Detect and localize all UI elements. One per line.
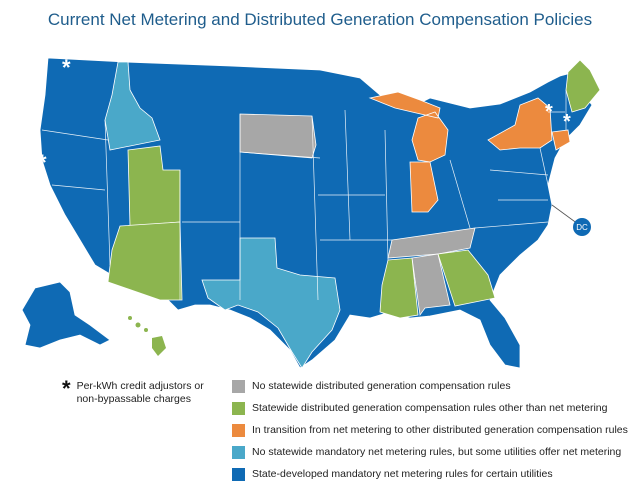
legend-label: No statewide distributed generation comp… <box>252 380 511 392</box>
legend-label: No statewide mandatory net metering rule… <box>252 446 622 458</box>
legend-label: State-developed mandatory net metering r… <box>252 468 553 480</box>
legend-swatch-gray <box>232 379 245 393</box>
legend-swatch-green <box>232 401 245 415</box>
hawaii <box>128 316 166 356</box>
massachusetts-asterisk: * <box>563 111 571 133</box>
vermont-asterisk: * <box>545 101 553 123</box>
legend: No statewide distributed generation comp… <box>232 375 637 485</box>
legend-item: Statewide distributed generation compens… <box>232 397 637 419</box>
connecticut <box>551 129 571 151</box>
tennessee <box>387 227 476 259</box>
dc-label: DC <box>576 223 588 232</box>
indiana <box>409 161 439 213</box>
dc-leader-line <box>551 204 579 225</box>
michigan <box>368 91 449 163</box>
south-dakota <box>239 113 317 159</box>
new-york <box>487 97 553 151</box>
legend-label: Statewide distributed generation compens… <box>252 402 608 414</box>
legend-swatch-blue <box>232 467 245 481</box>
washington-asterisk: * <box>62 55 71 80</box>
legend-item: No statewide distributed generation comp… <box>232 375 637 397</box>
texas <box>201 237 341 369</box>
legend-swatch-teal <box>232 445 245 459</box>
dc-marker <box>573 218 591 236</box>
alabama <box>411 253 451 317</box>
california-asterisk: * <box>38 150 47 175</box>
legend-label: In transition from net metering to other… <box>252 424 628 436</box>
state-borders <box>41 90 567 301</box>
asterisk-symbol: * <box>62 376 71 401</box>
legend-item: No statewide mandatory net metering rule… <box>232 441 637 463</box>
footnote-text: Per-kWh credit adjustors or non-bypassab… <box>76 380 204 405</box>
legend-swatch-orange <box>232 423 245 437</box>
mississippi <box>379 257 419 319</box>
alaska <box>21 281 111 349</box>
map-title: Current Net Metering and Distributed Gen… <box>47 10 593 29</box>
georgia <box>437 249 496 307</box>
legend-item: In transition from net metering to other… <box>232 419 637 441</box>
footnote: * Per-kWh credit adjustors or non-bypass… <box>62 376 227 406</box>
idaho <box>104 61 161 151</box>
maine <box>565 59 601 113</box>
legend-item: State-developed mandatory net metering r… <box>232 463 637 485</box>
arizona <box>107 221 183 301</box>
